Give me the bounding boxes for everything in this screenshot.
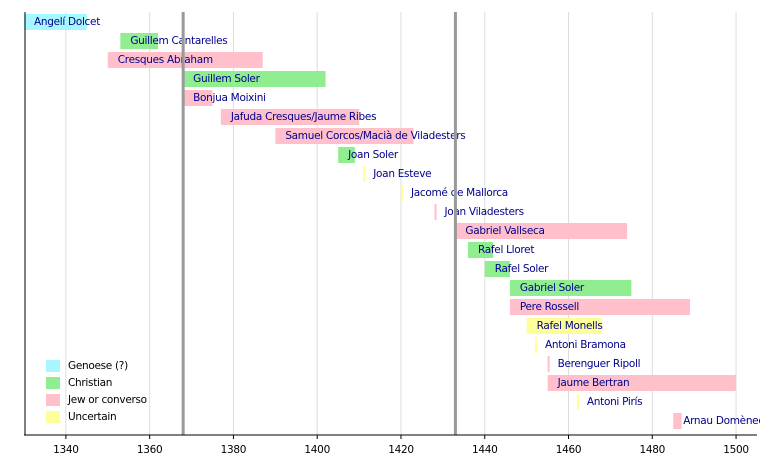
bar-label: Gabriel Vallseca [465, 225, 544, 237]
bar-label: Jaume Bertran [557, 377, 630, 389]
x-tick-label: 1480 [640, 444, 666, 456]
bar [547, 356, 550, 372]
x-tick-label: 1380 [221, 444, 247, 456]
legend-swatch [46, 411, 60, 423]
bar-label: Angelí Dolcet [34, 16, 100, 28]
bar-label: Joan Esteve [372, 168, 431, 180]
bar [183, 90, 213, 106]
bar-label: Rafel Lloret [478, 244, 534, 256]
bar [576, 394, 579, 410]
bar-label: Berenguer Ripoll [558, 358, 641, 370]
bar [434, 204, 437, 220]
bar-label: Rafel Monells [537, 320, 603, 332]
legend-swatch [46, 377, 60, 389]
bar [363, 166, 366, 182]
bar [183, 71, 326, 87]
bar-label: Bonjua Moixini [193, 92, 266, 104]
bar-label: Arnau Domènech [683, 415, 760, 427]
bar [338, 147, 355, 163]
legend-swatch [46, 360, 60, 372]
bar [24, 14, 87, 30]
bar [509, 299, 690, 315]
bar [526, 318, 603, 334]
bar-label: Jafuda Cresques/Jaume Ribes [230, 111, 376, 123]
legend-swatch [46, 394, 60, 406]
legend-label: Uncertain [68, 411, 116, 423]
bar [220, 109, 360, 125]
bar-label: Pere Rossell [520, 301, 579, 313]
legend-label: Christian [68, 377, 112, 389]
bar [509, 280, 632, 296]
bar [547, 375, 737, 391]
bar [400, 185, 404, 201]
bar-label: Jacomé de Mallorca [410, 187, 508, 199]
x-tick-label: 1460 [556, 444, 582, 456]
bar-label: Antoni Pirís [587, 396, 642, 408]
x-tick-label: 1420 [388, 444, 414, 456]
bar-label: Samuel Corcos/Macià de Viladesters [285, 130, 465, 142]
bar-label: Gabriel Soler [520, 282, 585, 294]
bar-label: Guillem Cantarelles [130, 35, 227, 47]
bar [455, 223, 628, 239]
bar [107, 52, 263, 68]
x-tick-label: 1500 [723, 444, 749, 456]
bar [120, 33, 159, 49]
bar-label: Guillem Soler [193, 73, 260, 85]
x-tick-label: 1400 [304, 444, 330, 456]
bar-label: Rafel Soler [495, 263, 549, 275]
bar-label: Joan Viladesters [443, 206, 523, 218]
x-tick-label: 1360 [137, 444, 163, 456]
x-tick-label: 1440 [472, 444, 498, 456]
x-tick-label: 1340 [53, 444, 79, 456]
bar [484, 261, 510, 277]
bar-label: Antoni Bramona [545, 339, 626, 351]
bar-label: Joan Soler [347, 149, 399, 161]
legend-label: Genoese (?) [68, 360, 128, 372]
legend-label: Jew or converso [67, 394, 147, 406]
bar [673, 413, 682, 429]
bar [275, 128, 414, 144]
bar [467, 242, 494, 258]
bar [535, 337, 538, 353]
bar-label: Cresques Abraham [118, 54, 213, 66]
